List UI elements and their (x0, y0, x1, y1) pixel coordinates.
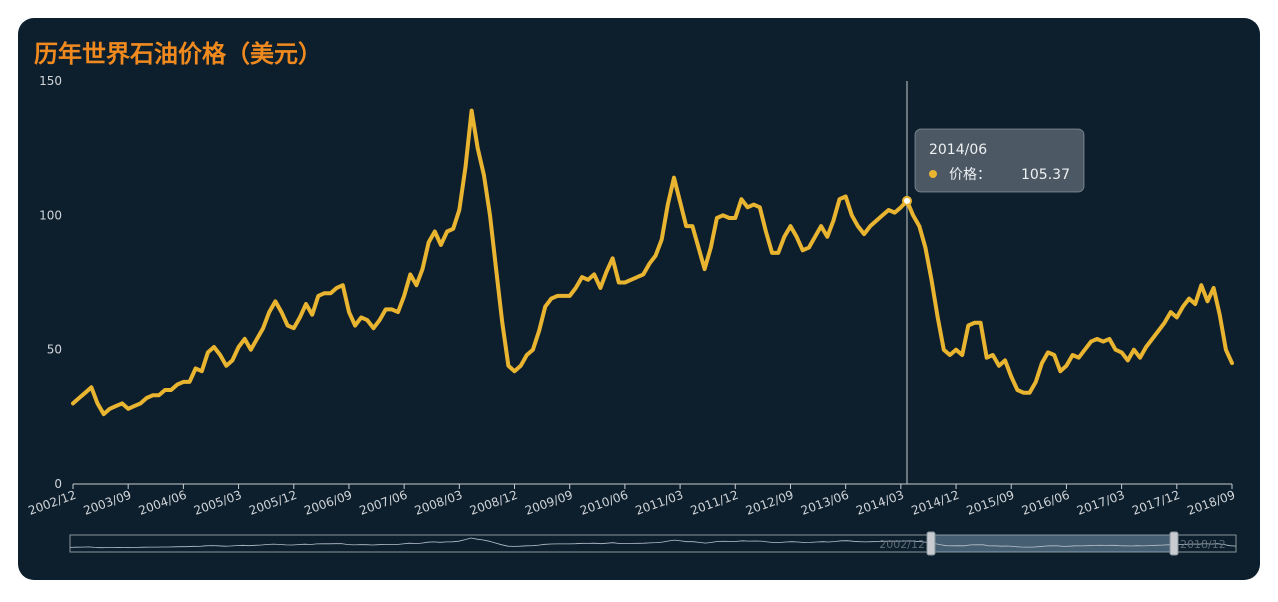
card (18, 18, 1260, 580)
zoom-start-label: 2002/12 (879, 538, 925, 551)
zoom-handle[interactable] (926, 531, 936, 556)
price-line (71, 108, 1234, 417)
tooltip-category: 2014/06 (929, 142, 987, 158)
highlight-point (901, 195, 912, 206)
chart-title: 历年世界石油价格（美元） (34, 40, 322, 68)
tooltip-box (914, 128, 1085, 193)
zoom-handle[interactable] (1169, 531, 1179, 556)
zoom-track (69, 534, 1237, 553)
zoom-preview-line (69, 537, 1237, 549)
zoom-end-label: 2018/12 (1180, 538, 1226, 551)
y-tick-label: 0 (54, 477, 62, 491)
y-tick-label: 50 (47, 343, 62, 357)
y-tick-label: 100 (39, 208, 62, 222)
zoom-selection (931, 535, 1174, 552)
tooltip-dot (928, 170, 937, 178)
y-tick-label: 150 (39, 74, 62, 88)
tooltip-value: 105.37 (1021, 167, 1070, 183)
tooltip-series: 价格： (949, 167, 991, 183)
